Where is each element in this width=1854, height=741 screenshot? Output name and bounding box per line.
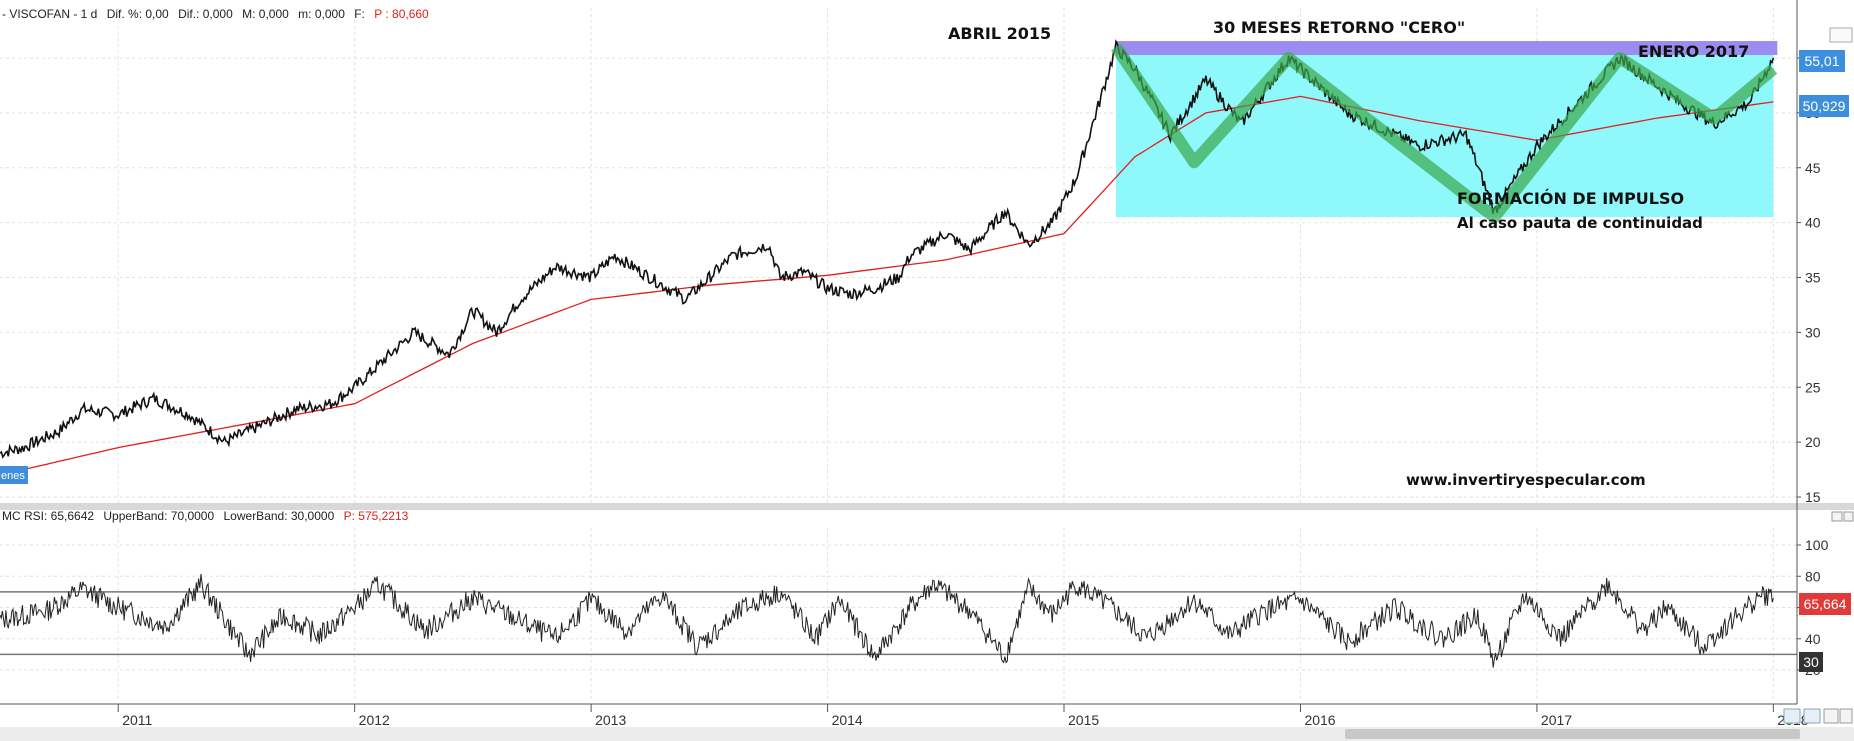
ma-value-badge-label: 50,929 [1803, 98, 1846, 114]
price-axis: 152025303540455055 [1797, 50, 1821, 505]
rsi-lower-label: LowerBand: 30,0000 [224, 509, 335, 523]
x-tick-label: 2015 [1068, 712, 1099, 728]
rsi-lower-badge-label: 30 [1803, 654, 1819, 670]
scrollbar-thumb[interactable] [1345, 729, 1800, 739]
x-tick-label: 2014 [832, 712, 863, 728]
annotation-enero: ENERO 2017 [1638, 42, 1749, 61]
annotation-formacion: FORMACIÓN DE IMPULSO [1457, 189, 1684, 208]
price-tick-label: 45 [1805, 160, 1821, 176]
save-icon[interactable] [1803, 708, 1821, 724]
m-label: M: 0,000 [242, 7, 289, 21]
website-label: www.invertiryespecular.com [1406, 471, 1646, 489]
price-high-badge-label: 55,01 [1804, 53, 1839, 69]
dif-pct-label: Dif. %: 0,00 [107, 7, 169, 21]
left-tag-label: enes [1, 470, 25, 482]
x-tick-label: 2017 [1541, 712, 1572, 728]
pane-separator[interactable] [0, 503, 1854, 510]
x-axis: 20112012201320142015201620172018 [117, 704, 1809, 728]
x-tick-label: 2011 [122, 712, 152, 728]
ma-value-badge [1799, 95, 1849, 117]
rsi-tick-label: 80 [1805, 568, 1821, 584]
rsi-line [0, 574, 1774, 668]
annotation-meses: 30 MESES RETORNO "CERO" [1213, 18, 1465, 37]
price-tick-label: 40 [1805, 215, 1821, 231]
price-line [0, 39, 1775, 459]
left-tag [0, 466, 28, 484]
rsi-close-icon[interactable] [1843, 511, 1854, 522]
price-pane: 152025303540455055 [0, 8, 1821, 505]
resistance-band [1116, 41, 1778, 56]
rsi-label: MC RSI: 65,6642 [2, 509, 94, 523]
rsi-restore-icon[interactable] [1831, 511, 1843, 522]
rsi-tick-label: 40 [1805, 631, 1821, 647]
price-pane-menu-icon[interactable] [1829, 27, 1853, 43]
rsi-value-badge [1799, 593, 1851, 615]
chart-header: - VISCOFAN - 1 d Dif. %: 0,00 Dif.: 0,00… [2, 7, 429, 21]
price-tick-label: 25 [1805, 379, 1821, 395]
rsi-upper-label: UpperBand: 70,0000 [103, 509, 214, 523]
annotation-abril: ABRIL 2015 [948, 24, 1051, 43]
price-tick-label: 35 [1805, 270, 1821, 286]
rsi-p-label: P: 575,2213 [344, 509, 409, 523]
rsi-header: MC RSI: 65,6642 UpperBand: 70,0000 Lower… [2, 509, 409, 523]
price-tick-label: 15 [1805, 489, 1821, 505]
price-tick-label: 20 [1805, 434, 1821, 450]
options-icon[interactable] [1823, 708, 1839, 724]
rsi-pane: 20406080100 [0, 528, 1829, 702]
price-grid [0, 8, 1797, 503]
dif-label: Dif.: 0,000 [178, 7, 233, 21]
rsi-lower-badge [1799, 652, 1823, 672]
price-high-badge [1799, 50, 1845, 72]
p-label: P : 80,660 [374, 7, 429, 21]
rsi-value-badge-label: 65,664 [1804, 596, 1847, 612]
rsi-grid [0, 528, 1797, 702]
rsi-tick-label: 100 [1805, 537, 1829, 553]
symbol-label: - VISCOFAN - 1 d [2, 7, 97, 21]
f-label: F: [354, 7, 365, 21]
x-tick-label: 2012 [359, 712, 390, 728]
x-tick-label: 2013 [595, 712, 626, 728]
impulse-zigzag [1111, 43, 1778, 224]
price-tick-label: 30 [1805, 324, 1821, 340]
zoom-icon[interactable] [1783, 708, 1801, 724]
mm-label: m: 0,000 [298, 7, 345, 21]
x-tick-label: 2016 [1304, 712, 1335, 728]
close-pane-icon[interactable] [1839, 708, 1853, 724]
annotation-pauta: Al caso pauta de continuidad [1457, 214, 1703, 232]
